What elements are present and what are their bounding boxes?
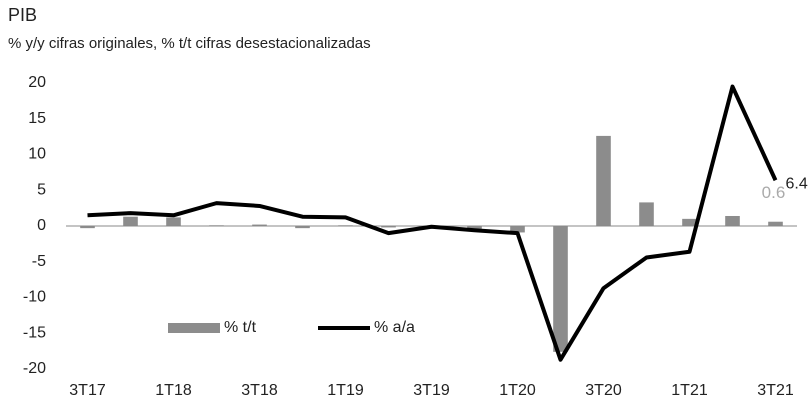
bar <box>252 224 267 226</box>
bar <box>295 226 310 229</box>
x-tick-label: 1T19 <box>327 382 364 399</box>
bar <box>725 215 740 226</box>
y-tick-label: 10 <box>28 146 46 163</box>
bar <box>510 226 525 233</box>
x-tick-label: 3T18 <box>241 382 278 399</box>
bar <box>682 218 697 226</box>
y-tick-label: -20 <box>23 360 46 377</box>
chart-title: PIB <box>8 5 37 25</box>
legend-label: % a/a <box>374 319 415 336</box>
y-tick-label: 20 <box>28 74 46 91</box>
y-tick-label: 5 <box>37 181 46 198</box>
legend-swatch <box>168 323 220 333</box>
bar <box>381 226 396 228</box>
y-tick-label: -15 <box>23 324 46 341</box>
bar <box>123 216 138 226</box>
y-tick-label: 15 <box>28 110 46 127</box>
legend-label: % t/t <box>224 319 257 336</box>
data-label: 6.4 <box>786 175 808 192</box>
x-tick-label: 3T19 <box>413 382 450 399</box>
x-tick-label: 3T17 <box>69 382 106 399</box>
data-label: 0.6 <box>762 183 786 202</box>
bar <box>768 221 783 226</box>
bar <box>639 202 654 226</box>
bar <box>596 135 611 226</box>
x-tick-label: 1T21 <box>671 382 708 399</box>
y-tick-label: -10 <box>23 289 46 306</box>
y-tick-label: 0 <box>37 217 46 234</box>
x-tick-label: 3T21 <box>757 382 794 399</box>
bar <box>467 226 482 229</box>
x-tick-label: 1T20 <box>499 382 536 399</box>
x-tick-label: 1T18 <box>155 382 192 399</box>
y-tick-label: -5 <box>32 253 46 270</box>
chart-subtitle: % y/y cifras originales, % t/t cifras de… <box>8 35 371 52</box>
line <box>87 84 778 362</box>
bar <box>166 217 181 226</box>
bar <box>553 226 568 352</box>
x-tick-label: 3T20 <box>585 382 622 399</box>
bar <box>80 226 95 229</box>
